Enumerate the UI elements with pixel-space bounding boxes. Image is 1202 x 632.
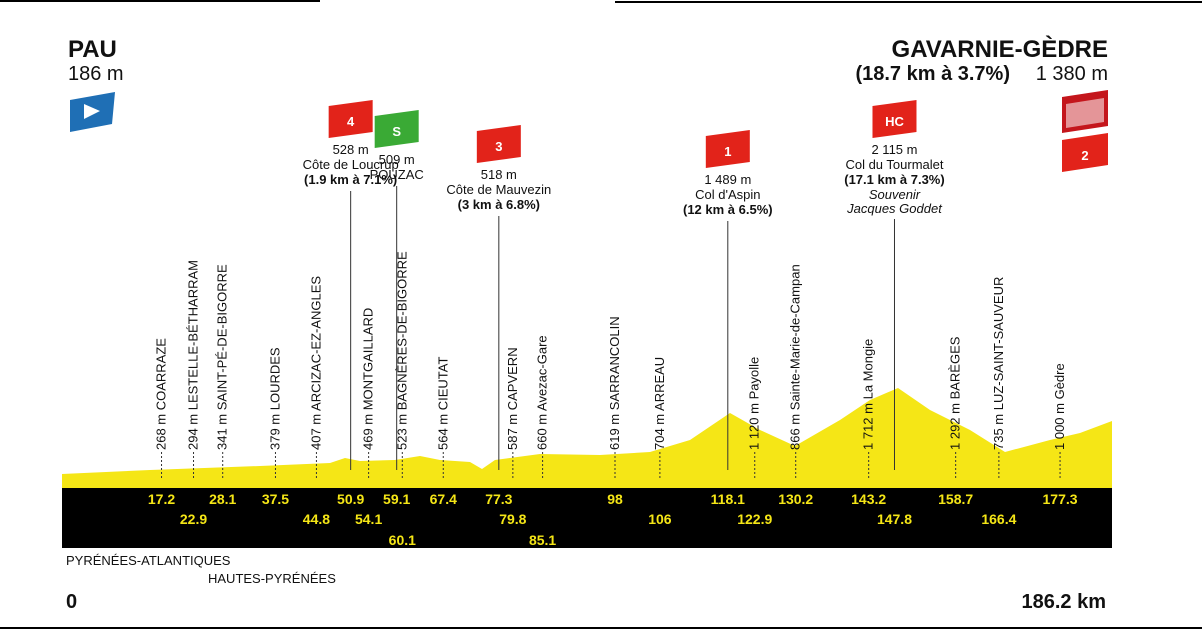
climb-category: 3 [495,139,502,154]
town-label: 587 m CAPVERN [505,347,520,450]
climb-note: Souvenir [869,187,921,202]
km-marker: 60.1 [389,532,416,548]
town-label: 294 m LESTELLE-BÉTHARRAM [186,260,201,450]
climb-category: S [392,124,401,139]
town-label: 1 120 m Payolle [747,357,762,450]
start-arrow [84,104,100,119]
climb-detail: (12 km à 6.5%) [683,202,773,217]
climb-detail: (17.1 km à 7.3%) [844,172,944,187]
km-marker: 67.4 [430,491,457,507]
km-marker: 158.7 [938,491,973,507]
finish-climb: (18.7 km à 3.7%) [855,63,1010,85]
town-label: 619 m SARRANCOLIN [607,316,622,450]
km-marker: 44.8 [303,511,330,527]
town-label: 1 000 m Gèdre [1052,363,1067,450]
climb-badge [705,130,750,168]
km-marker: 143.2 [851,491,886,507]
km-marker: 98 [607,491,623,507]
town-label: 268 m COARRAZE [154,338,169,450]
climb-name: Col du Tourmalet [845,157,943,172]
start-km: 0 [66,591,77,613]
climb-name: Col d'Aspin [695,187,760,202]
km-marker: 166.4 [981,511,1016,527]
km-marker: 177.3 [1043,491,1078,507]
km-band [62,488,1112,548]
town-label: 704 m ARREAU [652,357,667,450]
km-marker: 54.1 [355,511,382,527]
km-marker: 37.5 [262,491,289,507]
climb-badge [328,100,373,138]
town-label: 341 m SAINT-PÉ-DE-BIGORRE [215,264,230,450]
climb-altitude: 509 m [379,152,415,167]
town-label: 866 m Sainte-Marie-de-Campan [788,264,803,450]
town-label: 469 m MONTGAILLARD [361,308,376,450]
climb-category: HC [885,114,904,129]
km-marker: 17.2 [148,491,175,507]
climb-badge [476,125,521,163]
km-marker: 122.9 [737,511,772,527]
finish-name: GAVARNIE-GÈDRE [892,35,1108,63]
climb-altitude: 518 m [481,167,517,182]
department: HAUTES-PYRÉNÉES [208,571,336,586]
town-label: 1 712 m La Mongie [861,339,876,450]
town-label: 660 m Avezac-Gare [535,335,550,450]
finish-checker [1066,98,1104,128]
km-marker: 106 [648,511,672,527]
km-marker: 77.3 [485,491,512,507]
elevation-profile [62,388,1112,488]
start-name: PAU [68,36,117,63]
finish-km: 186.2 km [1021,591,1106,613]
climb-detail: (1.9 km à 7.1%) [304,172,397,187]
km-marker: 118.1 [711,491,745,507]
climb-altitude: 2 115 m [871,142,917,157]
km-marker: 28.1 [209,491,236,507]
town-label: 523 m BAGNÈRES-DE-BIGORRE [394,251,409,450]
km-marker: 85.1 [529,532,556,548]
start-altitude: 186 m [68,63,124,85]
climb-name: POUZAC [370,167,424,182]
climb-badge [872,100,917,138]
climb-note: Jacques Goddet [846,201,943,216]
town-label: 379 m LOURDES [267,347,282,450]
finish-category: 2 [1081,148,1088,163]
finish-altitude: 1 380 m [1036,63,1108,85]
climb-name: Côte de Mauvezin [446,182,551,197]
km-marker: 147.8 [877,511,912,527]
town-label: 735 m LUZ-SAINT-SAUVEUR [991,277,1006,450]
climb-name: Côte de Loucrup [303,157,399,172]
climb-altitude: 1 489 m [704,172,751,187]
km-marker: 22.9 [180,511,207,527]
department: PYRÉNÉES-ATLANTIQUES [66,553,231,568]
climb-detail: (3 km à 6.8%) [458,197,540,212]
km-marker: 130.2 [778,491,813,507]
town-label: 564 m CIEUTAT [435,357,450,450]
climb-category: 1 [724,144,731,159]
town-label: 1 292 m BARÈGES [948,336,963,450]
finish-category-badge [1062,133,1108,172]
climb-category: 4 [347,114,355,129]
km-marker: 79.8 [499,511,526,527]
climb-badge [374,110,419,148]
km-marker: 59.1 [383,491,410,507]
km-marker: 50.9 [337,491,364,507]
climb-altitude: 528 m [333,142,369,157]
town-label: 407 m ARCIZAC-EZ-ANGLES [308,276,323,450]
